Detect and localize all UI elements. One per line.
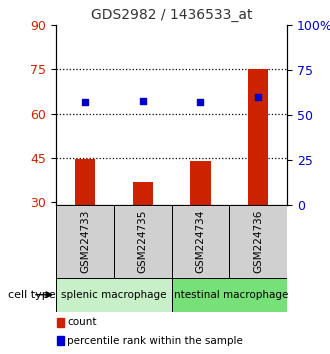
Text: GSM224734: GSM224734 (195, 210, 206, 273)
FancyBboxPatch shape (56, 278, 172, 312)
Bar (190, 161, 211, 205)
Point (140, 98, 146, 103)
FancyBboxPatch shape (172, 205, 229, 278)
Point (198, 99, 203, 105)
FancyBboxPatch shape (114, 205, 172, 278)
Bar (75, 159, 95, 205)
Text: GSM224733: GSM224733 (80, 210, 90, 273)
Text: splenic macrophage: splenic macrophage (61, 290, 167, 300)
Point (256, 94, 261, 100)
Point (82, 99, 88, 105)
Text: percentile rank within the sample: percentile rank within the sample (67, 336, 243, 346)
Text: cell type: cell type (9, 290, 56, 300)
Bar (248, 69, 268, 205)
Text: GSM224736: GSM224736 (253, 210, 263, 273)
Bar (57, 318, 64, 327)
Text: count: count (67, 317, 97, 327)
FancyBboxPatch shape (56, 205, 114, 278)
Title: GDS2982 / 1436533_at: GDS2982 / 1436533_at (91, 8, 252, 22)
Text: intestinal macrophage: intestinal macrophage (171, 290, 288, 300)
Bar (133, 182, 153, 205)
Bar (57, 336, 64, 345)
FancyBboxPatch shape (229, 205, 287, 278)
Text: GSM224735: GSM224735 (138, 210, 148, 273)
FancyBboxPatch shape (172, 278, 287, 312)
